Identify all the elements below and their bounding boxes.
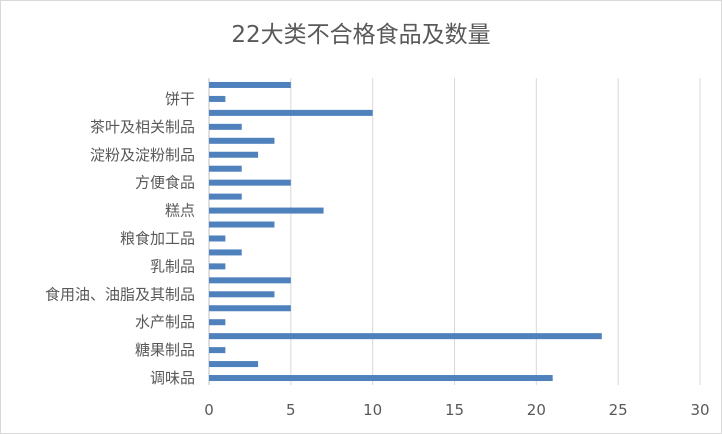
x-tick-label: 20 xyxy=(527,401,546,419)
x-tick-label: 0 xyxy=(204,401,214,419)
bar xyxy=(209,375,553,382)
bar xyxy=(209,361,259,368)
bar xyxy=(209,95,226,102)
bar xyxy=(209,221,275,228)
bar xyxy=(209,165,242,172)
bar xyxy=(209,137,275,144)
y-tick-label: 水产制品 xyxy=(135,313,195,331)
chart-title: 22大类不合格食品及数量 xyxy=(231,22,491,48)
y-tick-label: 茶叶及相关制品 xyxy=(90,118,195,136)
bars xyxy=(209,81,602,382)
bar xyxy=(209,123,242,130)
y-tick-label: 方便食品 xyxy=(135,174,195,192)
bar xyxy=(209,249,242,256)
bar xyxy=(209,277,291,284)
x-tick-label: 25 xyxy=(609,401,628,419)
y-tick-label: 食用油、油脂及其制品 xyxy=(45,285,195,303)
y-tick-label: 糕点 xyxy=(165,202,195,220)
bar xyxy=(209,235,226,242)
y-tick-label: 调味品 xyxy=(150,369,195,387)
bar xyxy=(209,151,259,158)
x-tick-label: 5 xyxy=(286,401,296,419)
bar xyxy=(209,333,602,340)
x-tick-label: 15 xyxy=(445,401,464,419)
y-tick-label: 淀粉及淀粉制品 xyxy=(90,146,195,164)
y-tick-label: 粮食加工品 xyxy=(120,229,195,247)
bar xyxy=(209,207,324,214)
bar xyxy=(209,81,291,88)
bar xyxy=(209,305,291,312)
bar xyxy=(209,179,291,186)
bar xyxy=(209,263,226,270)
y-tick-label: 糖果制品 xyxy=(135,341,195,359)
bar xyxy=(209,193,242,200)
bar xyxy=(209,319,226,326)
x-tick-label: 10 xyxy=(363,401,382,419)
y-axis-labels: 饼干茶叶及相关制品淀粉及淀粉制品方便食品糕点粮食加工品乳制品食用油、油脂及其制品… xyxy=(45,90,195,387)
x-axis-labels: 0 5 10 15 20 25 30 xyxy=(204,401,709,419)
y-tick-label: 乳制品 xyxy=(150,257,195,275)
y-tick-label: 饼干 xyxy=(165,90,195,108)
x-tick-label: 30 xyxy=(690,401,709,419)
bar xyxy=(209,109,373,116)
bar xyxy=(209,291,275,298)
bar xyxy=(209,347,226,354)
